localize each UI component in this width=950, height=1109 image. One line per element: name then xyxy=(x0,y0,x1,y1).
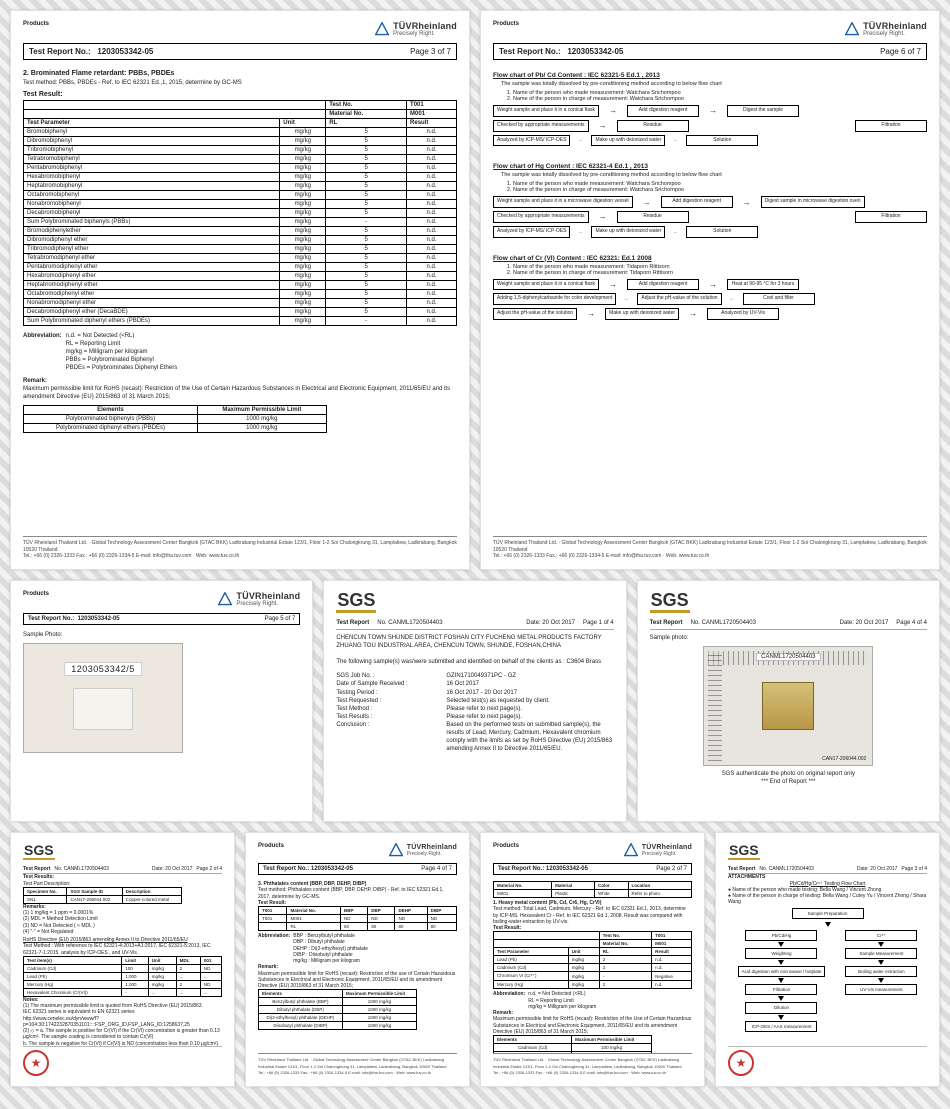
tuv-logo: TÜVRheinlandPrecisely Right. xyxy=(845,21,927,37)
sgs-report-page-1: SGS Test ReportNo. CANML1720504403Date: … xyxy=(323,580,626,822)
flow-pbcd: Flow chart of Pb/ Cd Content : IEC 62321… xyxy=(493,66,927,149)
title-bar: Test Report No.: 1203053342-05 Page 3 of… xyxy=(23,43,457,60)
test-method: Test method: PBBs, PBDEs - Ref. to IEC 6… xyxy=(23,79,457,87)
brass-sample-photo: CANML1720504403 CAN17-206044.002 xyxy=(703,646,873,766)
tuv-report-page-2: ProductsTÜVRheinlandPrecisely Right. Tes… xyxy=(480,832,705,1087)
limits-table: ElementsMaximum Permissible Limit Polybr… xyxy=(23,405,327,433)
sgs-report-page-2: SGS Test ReportNo. CANML1720504403Date: … xyxy=(10,832,235,1087)
sgs-report-page-3: SGS Test ReportNo. CANML1720504403Date: … xyxy=(715,832,940,1087)
stamp-icon xyxy=(23,1050,49,1076)
tuv-report-page-3: Products TÜVRheinlandPrecisely Right. Te… xyxy=(10,10,470,570)
tuv-report-page-4: ProductsTÜVRheinlandPrecisely Right. Tes… xyxy=(245,832,470,1087)
sample-photo xyxy=(23,643,183,753)
section-title: 2. Brominated Flame retardant: PBBs, PBD… xyxy=(23,70,457,77)
products-label: Products xyxy=(23,21,49,27)
tuv-report-page-5: Products TÜVRheinlandPrecisely Right. Te… xyxy=(10,580,313,822)
flow-cr6: Flow chart of Cr (VI) Content : IEC 6232… xyxy=(493,249,927,323)
flow-hg: Flow chart of Hg Content : IEC 62321-4 E… xyxy=(493,157,927,240)
tuv-report-page-6: Products TÜVRheinlandPrecisely Right. Te… xyxy=(480,10,940,570)
pbb-pbde-table: Test No.T001 Material No.M001 Test Param… xyxy=(23,100,457,326)
sgs-report-page-4: SGS Test ReportNo. CANML1720504403Date: … xyxy=(637,580,940,822)
tuv-logo: TÜVRheinlandPrecisely Right. xyxy=(375,21,457,37)
footer: TÜV Rheinland Thailand Ltd. · Global Tec… xyxy=(23,536,457,559)
sgs-meta-table: SGS Job No. :GZIN1710049371PC - GZ Date … xyxy=(336,672,613,753)
sgs-logo: SGS xyxy=(336,591,376,613)
sgs-flowchart: Sample Preparation Pb/Cd/Hg Weighting Ac… xyxy=(728,908,927,1032)
